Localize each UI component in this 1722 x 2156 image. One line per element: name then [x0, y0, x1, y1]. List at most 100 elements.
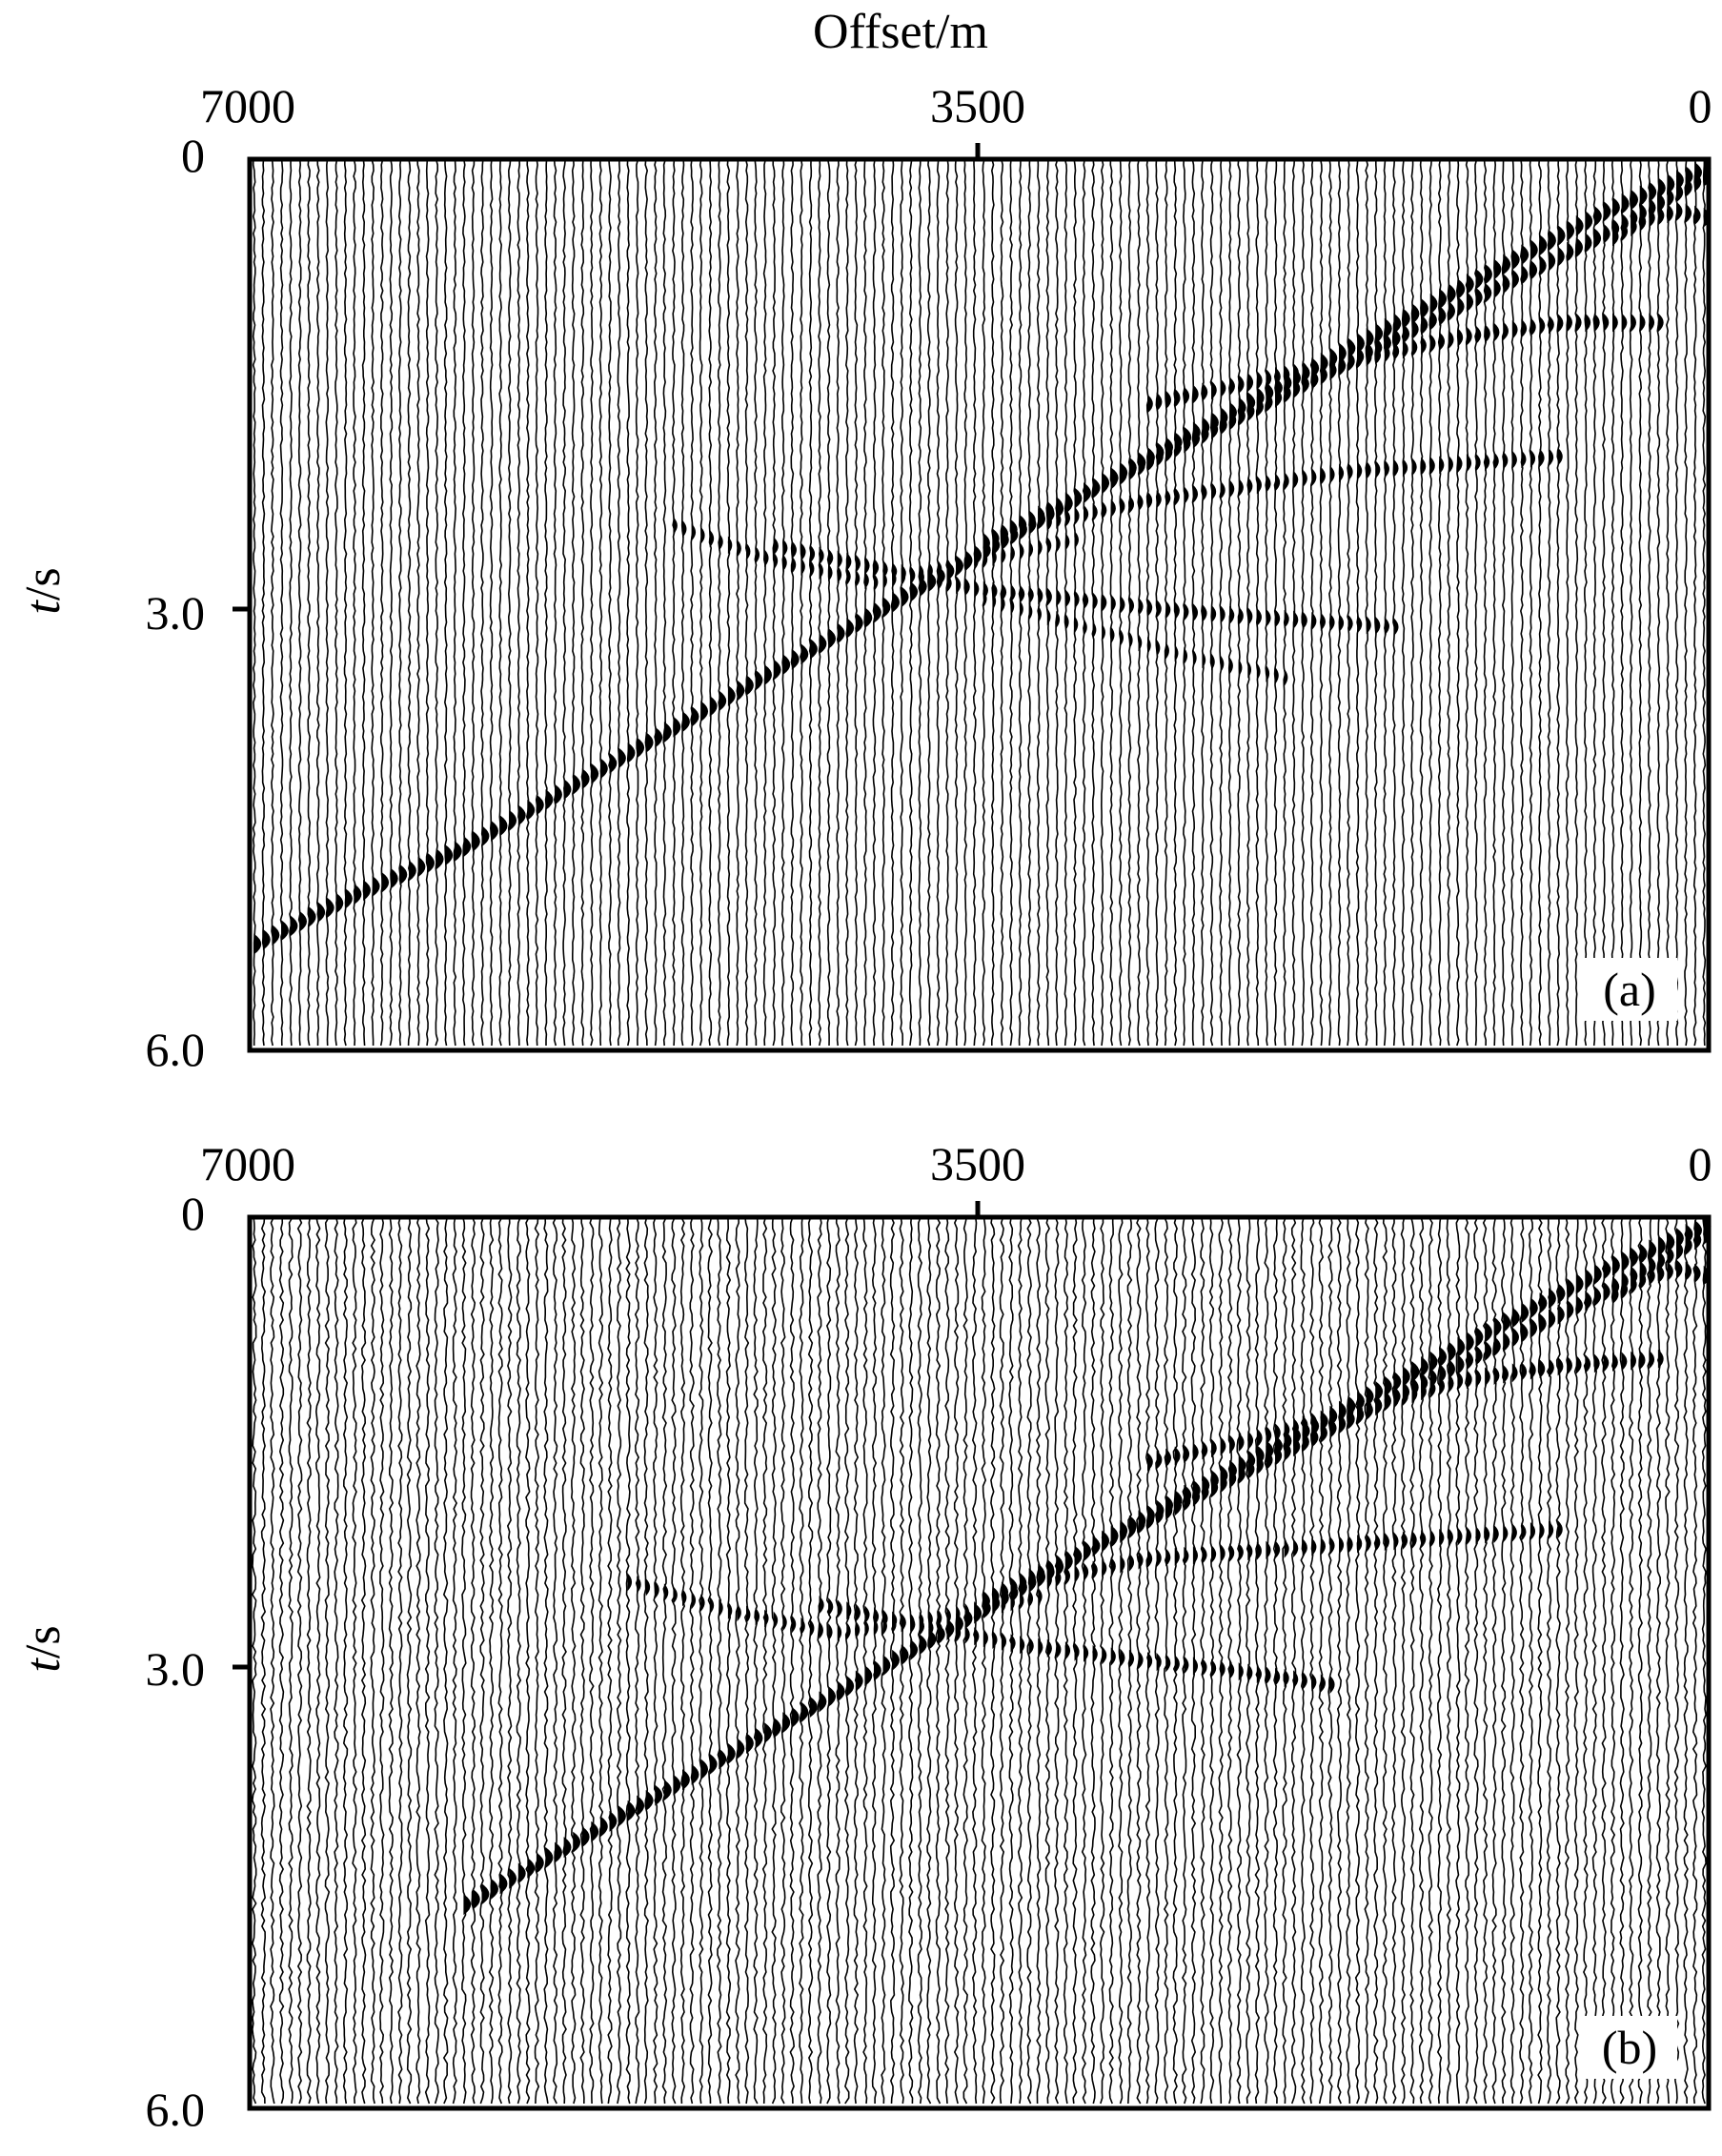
seismic-trace: [907, 1216, 914, 2105]
event-wavelet: [1256, 1541, 1262, 1560]
seismic-trace: [780, 1216, 786, 2105]
event-wavelet: [1010, 598, 1015, 616]
event-wavelet: [755, 1607, 760, 1626]
seismic-trace: [534, 1216, 540, 2105]
event-wavelet: [901, 586, 909, 608]
event-wavelet: [509, 1867, 517, 1889]
event-wavelet: [1229, 1543, 1235, 1562]
event-wavelet: [1639, 1243, 1648, 1265]
event-wavelet: [1439, 332, 1446, 352]
event-wavelet: [791, 648, 800, 670]
event-wavelet: [1384, 1392, 1390, 1412]
seismic-trace: [1684, 158, 1688, 1047]
seismic-trace: [853, 1216, 860, 2105]
seismic-trace: [971, 1216, 978, 2105]
event-wavelet: [755, 545, 760, 564]
event-wavelet: [555, 783, 562, 805]
event-wavelet: [1211, 1476, 1219, 1498]
event-wavelet: [1530, 1317, 1538, 1339]
event-wavelet: [1092, 1644, 1098, 1664]
seismic-trace: [251, 1216, 257, 2105]
event-wavelet: [764, 549, 769, 567]
event-wavelet: [1165, 1499, 1173, 1520]
event-wavelet: [1174, 1655, 1180, 1674]
event-wavelet: [1064, 1566, 1071, 1586]
seismic-trace: [270, 158, 274, 1047]
event-wavelet: [1156, 446, 1164, 467]
seismic-trace: [1283, 158, 1286, 1047]
event-wavelet: [1293, 363, 1299, 382]
event-wavelet: [1064, 508, 1071, 528]
event-wavelet: [1128, 1553, 1135, 1572]
event-wavelet: [1266, 392, 1273, 413]
event-wavelet: [1429, 1529, 1435, 1548]
event-wavelet: [1375, 1394, 1382, 1414]
event-wavelet: [1156, 1504, 1164, 1525]
event-wavelet: [1457, 1336, 1466, 1358]
event-wavelet: [1466, 292, 1474, 313]
event-wavelet: [1530, 259, 1538, 281]
event-wavelet: [1256, 1664, 1262, 1684]
event-wavelet: [837, 1599, 842, 1618]
event-wavelet: [1284, 382, 1291, 403]
seismic-trace: [315, 158, 320, 1047]
event-wavelet: [673, 716, 681, 738]
seismic-trace: [580, 158, 585, 1047]
event-wavelet: [1028, 510, 1036, 531]
event-wavelet: [1475, 268, 1484, 290]
seismic-trace: [799, 158, 803, 1047]
event-wavelet: [1511, 269, 1519, 290]
seismic-trace: [1219, 158, 1223, 1047]
seismic-trace: [817, 1216, 822, 2105]
event-wavelet: [1256, 662, 1261, 681]
seismic-trace: [435, 158, 439, 1047]
seismic-trace: [297, 158, 302, 1047]
event-wavelet: [272, 925, 280, 946]
event-wavelet: [1357, 461, 1363, 480]
event-wavelet: [1275, 609, 1281, 628]
event-wavelet: [773, 659, 781, 681]
seismic-trace: [397, 158, 402, 1047]
event-wavelet: [691, 1763, 699, 1785]
event-wavelet: [1503, 274, 1510, 295]
seismic-trace: [1300, 1216, 1306, 2105]
seismic-trace: [1583, 1216, 1589, 2105]
event-wavelet: [1001, 546, 1006, 564]
seismic-trace: [453, 158, 457, 1047]
event-wavelet: [1192, 1546, 1198, 1565]
event-wavelet: [1256, 476, 1262, 495]
event-wavelet: [1046, 512, 1052, 532]
event-wavelet: [655, 1580, 659, 1599]
event-wavelet: [737, 1603, 741, 1622]
event-wavelet: [454, 841, 462, 863]
event-wavelet: [372, 875, 380, 897]
event-wavelet: [682, 1588, 687, 1607]
event-wavelet: [737, 680, 745, 702]
event-wavelet: [1174, 1446, 1181, 1466]
event-wavelet: [1439, 1528, 1445, 1548]
event-wavelet: [1557, 246, 1565, 267]
event-wavelet: [1631, 1351, 1636, 1371]
event-wavelet: [1466, 454, 1472, 473]
event-wavelet: [1275, 367, 1281, 387]
event-wavelet: [1667, 1261, 1673, 1282]
seismic-trace: [808, 158, 813, 1047]
seismic-trace: [1419, 158, 1424, 1047]
event-wavelet: [1493, 258, 1502, 280]
event-wavelet: [1694, 1263, 1701, 1284]
event-wavelet: [946, 558, 951, 577]
event-wavelet: [1074, 530, 1079, 549]
event-wavelet: [773, 1611, 779, 1630]
seismic-trace: [525, 158, 530, 1047]
seismic-trace: [561, 1216, 567, 2105]
seismic-trace: [926, 158, 931, 1047]
seismic-trace: [1372, 1216, 1379, 2105]
event-wavelet: [1120, 497, 1125, 516]
event-wavelet: [782, 539, 788, 558]
event-wavelet: [1366, 1396, 1372, 1416]
event-wavelet: [1192, 1442, 1199, 1462]
event-wavelet: [1020, 584, 1025, 603]
event-wavelet: [1457, 1527, 1463, 1546]
seismic-trace: [1428, 1216, 1433, 2105]
seismic-trace: [1309, 158, 1314, 1047]
